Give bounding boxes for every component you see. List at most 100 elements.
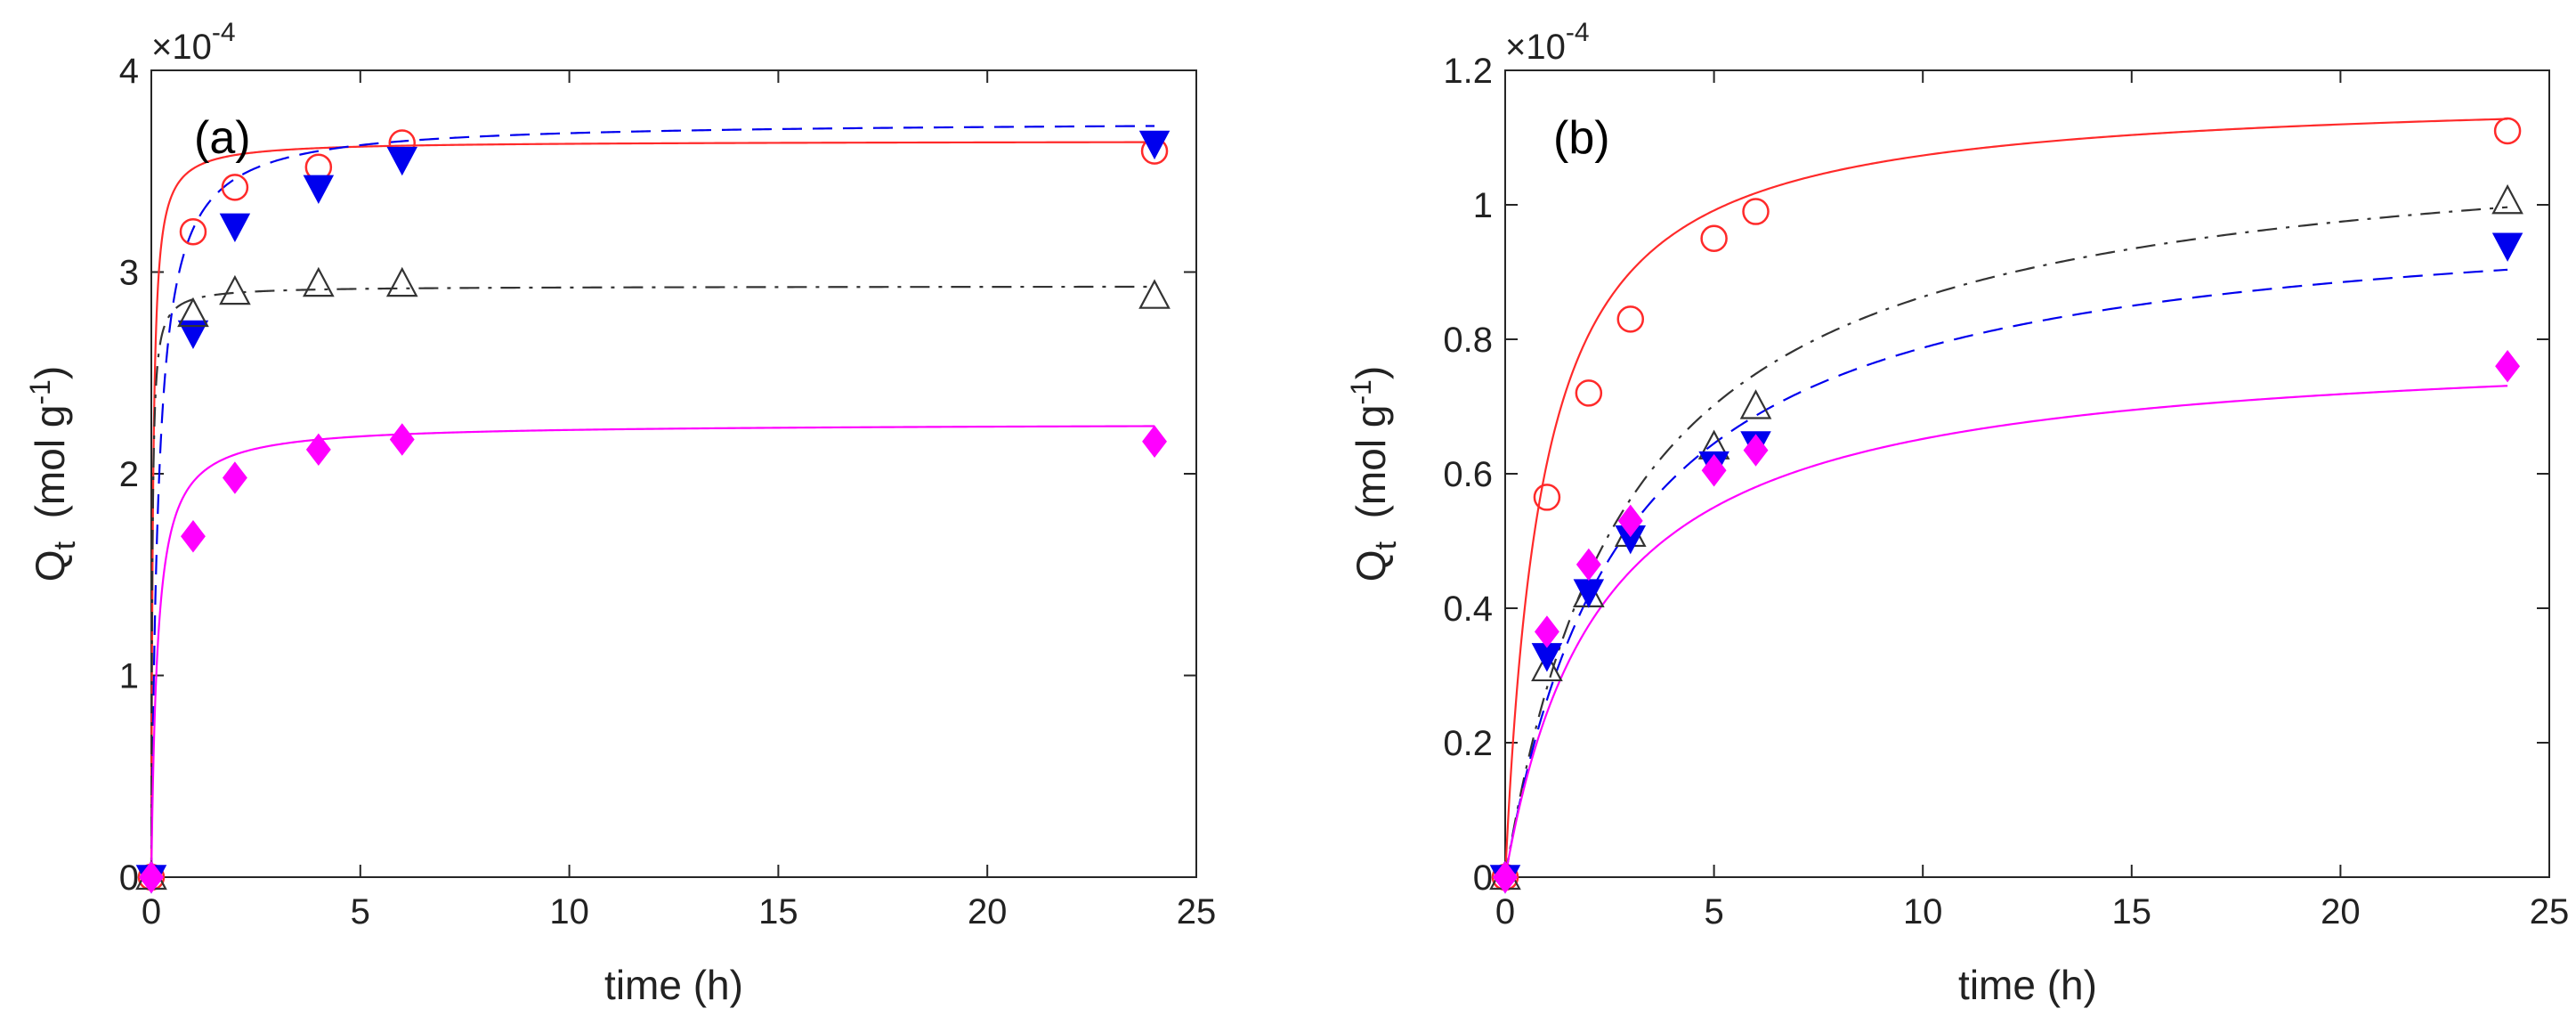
y-axis-title-sup-b: -1 bbox=[1345, 379, 1377, 404]
data-point-b-1-5 bbox=[1739, 389, 1772, 419]
y-tick-label-a: 2 bbox=[119, 455, 139, 494]
data-point-a-1-4 bbox=[386, 146, 418, 176]
y-axis-title-sub-a: t bbox=[48, 541, 82, 549]
data-point-a-1-3 bbox=[303, 175, 335, 204]
data-point-b-2-2 bbox=[1573, 579, 1605, 608]
x-axis-title-a: time (h) bbox=[604, 962, 743, 1008]
data-point-b-3-6 bbox=[2495, 349, 2521, 383]
y-exponent-prefix-b: ×10 bbox=[1505, 28, 1566, 67]
data-point-b-0-4 bbox=[1700, 224, 1728, 252]
x-tick-label-b: 0 bbox=[1495, 892, 1515, 931]
data-point-a-2-2 bbox=[219, 274, 251, 305]
plot-frame-a bbox=[150, 69, 1197, 878]
x-tick-label-b: 10 bbox=[1903, 892, 1943, 931]
x-tick-label-a: 5 bbox=[351, 892, 370, 931]
ticks-b: 0 5 10 15 20 25 0 0.2 0.4 0.6 0.8 1 1.2 bbox=[1443, 52, 2569, 931]
y-tick-label-b: 1 bbox=[1473, 186, 1493, 225]
data-point-b-0-1 bbox=[1533, 484, 1561, 511]
data-point-a-3-2 bbox=[222, 461, 247, 494]
data-point-a-1-2 bbox=[219, 213, 251, 242]
data-point-a-3-5 bbox=[1142, 425, 1167, 458]
data-markers-b bbox=[1489, 117, 2523, 894]
y-axis-title-sup-a: -1 bbox=[24, 379, 56, 404]
data-point-b-3-0 bbox=[1493, 860, 1518, 894]
plot-frame-b bbox=[1504, 69, 2550, 878]
y-tick-label-b: 0.6 bbox=[1443, 455, 1493, 494]
panel-label-a: (a) bbox=[194, 112, 251, 164]
y-tick-label-b: 0.4 bbox=[1443, 590, 1493, 629]
data-point-b-0-6 bbox=[2493, 117, 2522, 145]
y-axis-title-units-a: (mol g bbox=[27, 405, 73, 519]
y-axis-title-b: Qt (mol g-1) bbox=[1345, 366, 1403, 582]
y-tick-label-b: 0.8 bbox=[1443, 321, 1493, 360]
y-tick-label-a: 4 bbox=[119, 52, 139, 91]
x-tick-label-b: 15 bbox=[2112, 892, 2152, 931]
y-tick-label-a: 3 bbox=[119, 254, 139, 293]
x-tick-label-a: 25 bbox=[1177, 892, 1217, 931]
data-point-a-0-2 bbox=[221, 174, 249, 201]
y-tick-label-a: 1 bbox=[119, 657, 139, 696]
data-point-b-3-3 bbox=[1617, 504, 1643, 538]
data-point-b-3-1 bbox=[1534, 615, 1559, 648]
fit-curve-a-2 bbox=[150, 285, 1155, 878]
data-point-b-0-3 bbox=[1616, 305, 1645, 333]
data-point-a-3-0 bbox=[139, 860, 164, 894]
y-tick-label-b: 0.2 bbox=[1443, 724, 1493, 763]
fit-curve-a-3 bbox=[150, 425, 1155, 878]
data-point-a-2-1 bbox=[177, 297, 209, 328]
data-point-b-2-6 bbox=[2491, 232, 2523, 262]
y-axis-title-q-a: Q bbox=[27, 549, 73, 582]
data-point-b-0-2 bbox=[1575, 379, 1603, 407]
data-markers-a bbox=[135, 129, 1171, 894]
y-exponent-b: ×10-4 bbox=[1505, 18, 1590, 67]
data-point-b-0-5 bbox=[1742, 198, 1770, 225]
fit-curve-a-0 bbox=[150, 141, 1155, 878]
x-tick-label-b: 20 bbox=[2321, 892, 2361, 931]
data-point-b-1-1 bbox=[1531, 651, 1563, 682]
data-point-a-1-5 bbox=[1138, 130, 1171, 160]
data-point-a-1-1 bbox=[177, 320, 209, 350]
x-tick-label-a: 0 bbox=[142, 892, 161, 931]
data-point-a-2-3 bbox=[303, 266, 335, 297]
data-point-a-0-1 bbox=[179, 217, 207, 246]
fit-curves-b bbox=[1503, 118, 2508, 878]
data-point-a-3-1 bbox=[181, 519, 206, 553]
y-tick-label-b: 0 bbox=[1473, 858, 1493, 898]
chart-panel-b: 0 5 10 15 20 25 0 0.2 0.4 0.6 0.8 1 1.2 (b) time (h)… bbox=[1345, 18, 2569, 1008]
data-point-b-1-6 bbox=[2491, 183, 2523, 215]
ticks-a: 0 5 10 15 20 25 0 1 2 3 4 bbox=[119, 52, 1217, 931]
panel-label-b: (b) bbox=[1553, 112, 1610, 164]
data-point-b-3-2 bbox=[1576, 548, 1601, 582]
y-exponent-a: ×10-4 bbox=[151, 18, 236, 67]
fit-curve-b-1 bbox=[1503, 206, 2508, 878]
x-axis-title-b: time (h) bbox=[1958, 962, 2097, 1008]
fit-curve-b-0 bbox=[1503, 118, 2508, 878]
data-point-a-3-3 bbox=[305, 433, 331, 467]
x-tick-label-b: 5 bbox=[1704, 892, 1723, 931]
y-exponent-power-b: -4 bbox=[1566, 18, 1590, 47]
x-tick-label-a: 20 bbox=[968, 892, 1008, 931]
data-point-b-3-5 bbox=[1743, 434, 1769, 467]
x-tick-label-a: 15 bbox=[758, 892, 798, 931]
fit-curves-a bbox=[150, 125, 1155, 878]
data-point-b-3-4 bbox=[1701, 453, 1727, 487]
data-point-a-3-4 bbox=[389, 423, 415, 456]
y-exponent-prefix-a: ×10 bbox=[151, 28, 212, 67]
x-tick-label-a: 10 bbox=[549, 892, 589, 931]
data-point-a-2-4 bbox=[385, 266, 418, 297]
data-point-a-2-5 bbox=[1138, 279, 1171, 309]
fit-curve-a-1 bbox=[150, 125, 1155, 878]
y-tick-label-a: 0 bbox=[119, 858, 139, 898]
chart-panel-a: 0 5 10 15 20 25 0 1 2 3 4 (a) time (h) Qt (mol g-1… bbox=[24, 18, 1216, 1008]
y-tick-label-b: 1.2 bbox=[1443, 52, 1493, 91]
y-axis-title-q-b: Q bbox=[1348, 549, 1394, 582]
y-axis-title-units-b: (mol g bbox=[1348, 405, 1394, 519]
y-exponent-power-a: -4 bbox=[212, 18, 236, 47]
y-axis-title-a: Qt (mol g-1) bbox=[24, 366, 82, 582]
y-axis-title-close-a: ) bbox=[27, 366, 73, 379]
y-axis-title-sub-b: t bbox=[1369, 541, 1403, 549]
fit-curve-b-2 bbox=[1503, 268, 2508, 878]
x-tick-label-b: 25 bbox=[2530, 892, 2570, 931]
y-axis-title-close-b: ) bbox=[1348, 366, 1394, 379]
